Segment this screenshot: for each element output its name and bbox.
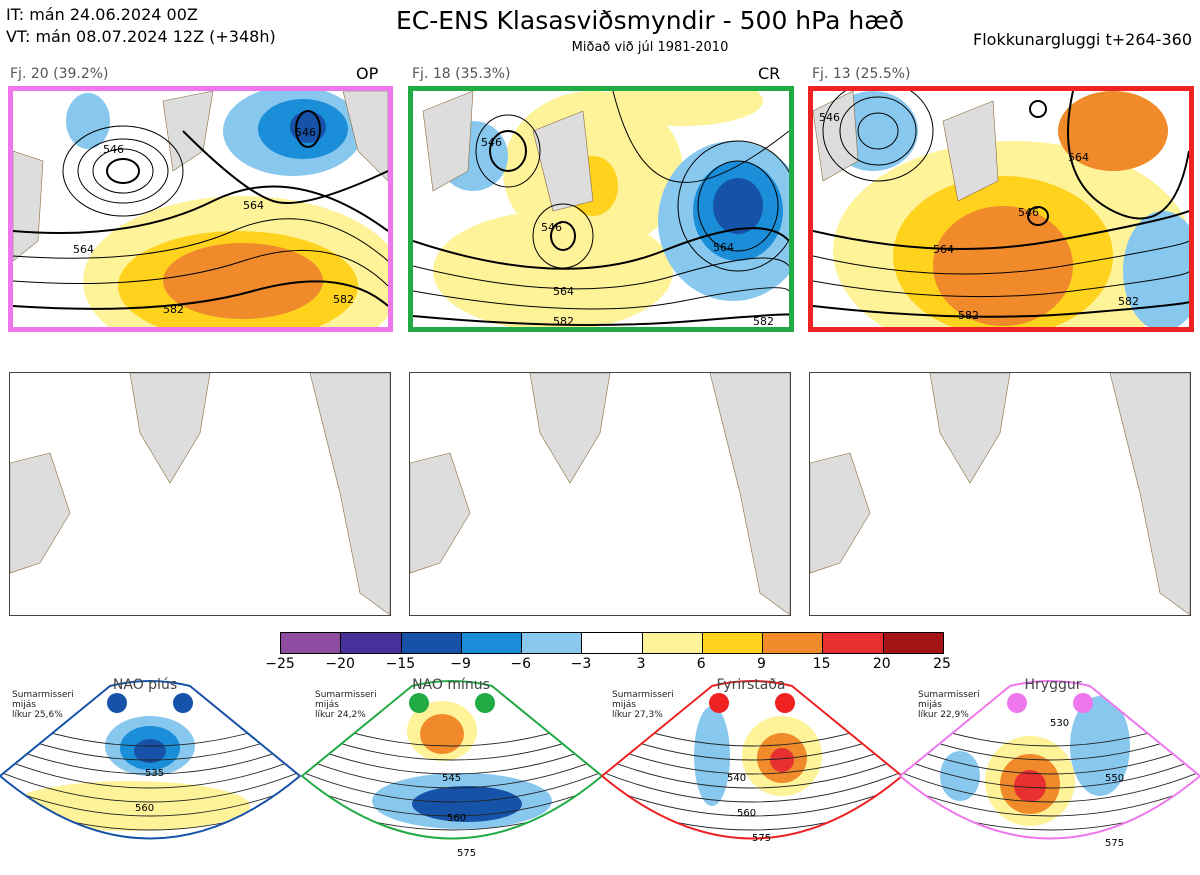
colorbar (280, 632, 944, 654)
regime-contour-label: 560 (447, 813, 466, 824)
regime-contour-label: 575 (752, 833, 771, 844)
cluster-2-label: Fj. 18 (35.3%) (412, 66, 511, 82)
colorbar-cell (281, 633, 342, 653)
colorbar-tick-label: 20 (872, 656, 891, 672)
cluster-1-map: 546 546 564 564 582 582 (8, 86, 393, 332)
regime-marker-dot (409, 693, 429, 713)
initial-time: IT: mán 24.06.2024 00Z (6, 5, 198, 24)
regime-outline (898, 680, 1200, 840)
contour-label: 564 (713, 241, 734, 254)
regime-1-text: Sumarmisseri mijás líkur 25,6% (12, 690, 74, 720)
contour-label: 564 (553, 285, 574, 298)
regime-marker-dot (1007, 693, 1027, 713)
contour-label: 564 (73, 243, 94, 256)
contour-label: 582 (333, 293, 354, 306)
contour-label: 564 (933, 243, 954, 256)
regime-4-text: Sumarmisseri mijás líkur 22,9% (918, 690, 980, 720)
contour-label: 582 (163, 303, 184, 316)
colorbar-tick-label: −20 (325, 656, 355, 672)
contour-label: 564 (243, 199, 264, 212)
colorbar-tick-label: 25 (933, 656, 951, 672)
cluster-2-tag: CR (758, 64, 781, 83)
contour-label: 546 (481, 136, 502, 149)
regime-3-text: Sumarmisseri mijás líkur 27,3% (612, 690, 674, 720)
regime-marker-dot (775, 693, 795, 713)
empty-map-1 (9, 372, 391, 616)
cluster-1-tag: OP (356, 64, 379, 83)
colorbar-tick-label: −3 (570, 656, 592, 672)
regime-outline (0, 680, 302, 840)
colorbar-cell (582, 633, 643, 653)
regime-marker-dot (709, 693, 729, 713)
contour-label: 546 (541, 221, 562, 234)
page-subtitle: Miðað við júl 1981-2010 (571, 40, 729, 55)
colorbar-tick-label: −25 (265, 656, 295, 672)
regimes-row: 535 560 545 560 575 540 560 575 530 550 575 (0, 676, 1200, 871)
regime-outline (600, 680, 904, 840)
colorbar-cell (522, 633, 583, 653)
cluster-1-label: Fj. 20 (39.2%) (10, 66, 109, 82)
regime-contour-label: 560 (135, 803, 154, 814)
regime-2-text: Sumarmisseri mijás líkur 24,2% (315, 690, 377, 720)
colorbar-tick-label: −6 (510, 656, 532, 672)
regime-contour-label: 575 (457, 848, 476, 859)
contour-label: 546 (103, 143, 124, 156)
colorbar-cell (823, 633, 884, 653)
colorbar-cell (883, 633, 943, 653)
colorbar-cell (642, 633, 703, 653)
contour-label: 564 (1068, 151, 1089, 164)
colorbar-tick-label: −9 (450, 656, 471, 672)
regime-contour-label: 530 (1050, 718, 1069, 729)
regime-contour-label: 550 (1105, 773, 1124, 784)
regime-contour-label: 535 (145, 768, 164, 779)
regime-contour-label: 540 (727, 773, 746, 784)
regime-contour-label: 575 (1105, 838, 1124, 849)
colorbar-tick-label: 15 (812, 656, 831, 672)
colorbar-tick-label: −15 (385, 656, 416, 672)
valid-time: VT: mán 08.07.2024 12Z (+348h) (6, 27, 276, 46)
colorbar-cell (461, 633, 523, 653)
colorbar-tick-label: 3 (636, 656, 646, 672)
regime-marker-dot (107, 693, 127, 713)
regime-outline (300, 680, 604, 840)
colorbar-cell (763, 633, 824, 653)
colorbar-cell (401, 633, 462, 653)
contour-label: 546 (1018, 206, 1039, 219)
contour-label: 546 (295, 126, 316, 139)
cluster-2-map: 546 546 564 564 582 582 (408, 86, 794, 332)
contour-label: 582 (1118, 295, 1139, 308)
page-title: EC-ENS Klasasviðsmyndir - 500 hPa hæð (395, 6, 905, 35)
run-info: IT: mán 24.06.2024 00Z VT: mán 08.07.202… (6, 4, 276, 48)
colorbar-tick-label: 9 (756, 656, 766, 672)
empty-map-3 (809, 372, 1191, 616)
contour-label: 582 (958, 309, 979, 322)
colorbar-cell (341, 633, 402, 653)
regime-contour-label: 545 (442, 773, 461, 784)
regime-marker-dot (1073, 693, 1093, 713)
regime-contour-label: 560 (737, 808, 756, 819)
contour-label: 582 (753, 315, 774, 327)
regime-3-title: Fyrirstaða (716, 677, 786, 693)
cluster-3-map: 546 546 564 564 582 582 (808, 86, 1194, 332)
colorbar-cell (702, 633, 764, 653)
regime-2-title: NAO mínus (412, 677, 490, 693)
empty-map-2 (409, 372, 791, 616)
contour-label: 546 (819, 111, 840, 124)
regime-4-title: Hryggur (1024, 677, 1082, 693)
colorbar-tick-label: 6 (696, 656, 706, 672)
regime-marker-dot (475, 693, 495, 713)
contour-label: 582 (553, 315, 574, 327)
cluster-3-label: Fj. 13 (25.5%) (812, 66, 911, 82)
regime-marker-dot (173, 693, 193, 713)
regime-1-title: NAO plús (112, 677, 178, 693)
classification-window: Flokkunargluggi t+264-360 (973, 30, 1192, 49)
